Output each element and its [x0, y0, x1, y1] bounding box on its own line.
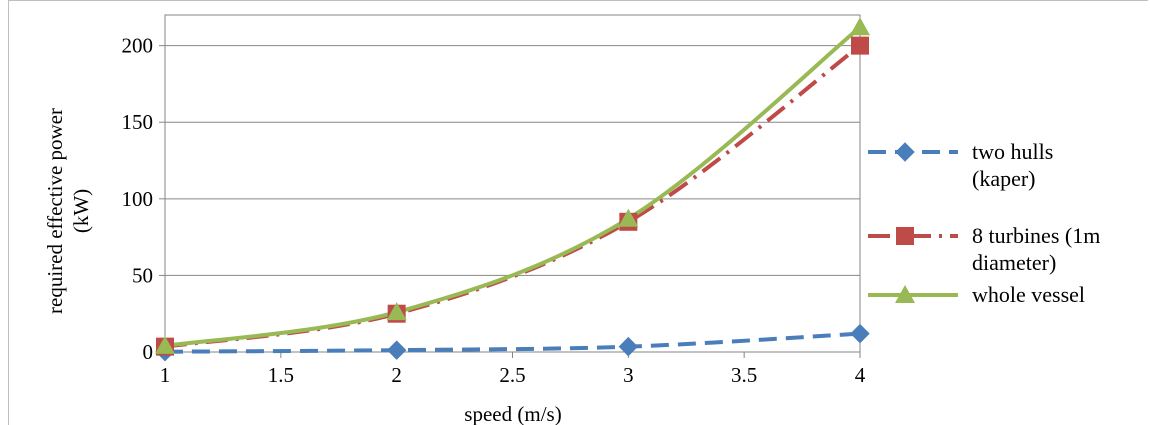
- legend-label-0-1: (kaper): [972, 166, 1036, 191]
- chart-frame: [8, 0, 1148, 425]
- legend-label-1-1: diameter): [972, 250, 1056, 275]
- data-point-s0-2: [618, 336, 639, 357]
- data-point-s0-3: [850, 323, 870, 344]
- x-axis-title: speed (m/s): [464, 402, 561, 425]
- series-lines: [164, 25, 862, 354]
- legend-label-2-0: whole vessel: [972, 282, 1085, 307]
- x-tick-labels: 1 1.5 2 2.5 3 3.5 4: [160, 363, 866, 387]
- data-point-s0-1: [386, 340, 407, 360]
- series-line-2: [164, 25, 862, 348]
- y-axis-title: required effective power (kW): [43, 108, 93, 314]
- data-point-s2-0: [155, 335, 175, 354]
- x-tick-label-1: 1: [160, 363, 171, 387]
- axes: [159, 14, 861, 358]
- data-point-s1-3: [851, 36, 869, 55]
- plot-area-border: [164, 14, 861, 353]
- x-tick-label-3.5: 3.5: [731, 363, 757, 387]
- y-axis-title-line-2: (kW): [69, 189, 93, 233]
- data-point-s2-3: [850, 17, 870, 36]
- data-point-s2-1: [386, 302, 407, 321]
- series-markers: [155, 17, 870, 362]
- x-tick-label-3: 3: [623, 363, 634, 387]
- x-tick-label-2: 2: [391, 363, 402, 387]
- x-tick-label-1.5: 1.5: [268, 363, 294, 387]
- legend-marker-0: [895, 142, 915, 162]
- data-point-s2-2: [618, 208, 639, 227]
- y-tick-label-100: 100: [122, 187, 154, 211]
- legend-label-0-0: two hulls: [972, 139, 1053, 164]
- y-tick-label-150: 150: [122, 110, 154, 134]
- y-axis-title-line-1: required effective power: [43, 108, 67, 314]
- y-tick-label-200: 200: [122, 34, 154, 58]
- legend-label-1-0: 8 turbines (1m: [972, 223, 1100, 248]
- y-tick-label-50: 50: [132, 263, 153, 287]
- x-tick-label-2.5: 2.5: [499, 363, 525, 387]
- y-tick-label-0: 0: [143, 340, 154, 364]
- gridlines: [165, 45, 860, 353]
- y-tick-labels: 0 50 100 150 200: [122, 34, 154, 364]
- series-line-1: [164, 44, 862, 349]
- legend-marker-1: [896, 227, 914, 245]
- x-tick-label-4: 4: [855, 363, 866, 387]
- legend-marker-2: [895, 285, 915, 303]
